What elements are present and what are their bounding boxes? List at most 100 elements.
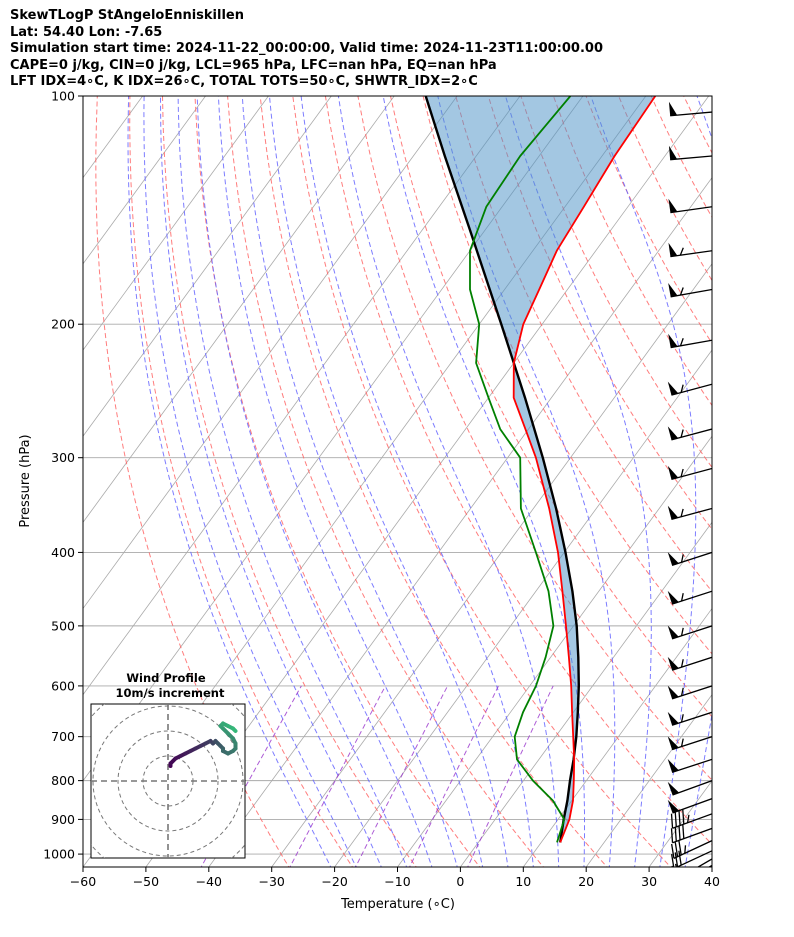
moist-adiabat xyxy=(143,96,357,867)
wind-barb xyxy=(667,551,712,567)
x-tick-label: −40 xyxy=(196,874,222,889)
moist-adiabat xyxy=(300,96,534,867)
dry-adiabat xyxy=(422,96,712,655)
x-tick-label: 40 xyxy=(704,874,720,889)
x-tick-label: −60 xyxy=(70,874,96,889)
wind-barb xyxy=(670,824,712,844)
x-axis-label: Temperature (∘C) xyxy=(340,897,455,912)
dry-adiabat xyxy=(487,96,712,531)
y-tick-label: 200 xyxy=(51,317,75,332)
y-tick-label: 700 xyxy=(51,729,75,744)
wind-barb xyxy=(668,242,712,258)
wind-barb xyxy=(667,590,712,605)
y-tick-label: 800 xyxy=(51,773,75,788)
dry-adiabat xyxy=(324,96,712,846)
y-axis-label: Pressure (hPa) xyxy=(18,434,33,527)
isotherm-line xyxy=(522,607,712,867)
hodograph-subtitle: 10m/s increment xyxy=(116,686,225,700)
wind-barb xyxy=(667,780,712,796)
wind-barb xyxy=(667,505,712,520)
dry-adiabat xyxy=(618,96,712,282)
indices-line-1: CAPE=0 j/kg, CIN=0 j/kg, LCL=965 hPa, LF… xyxy=(10,57,497,73)
background-lines xyxy=(83,96,794,870)
x-tick-label: −30 xyxy=(259,874,285,889)
dry-adiabat xyxy=(259,96,608,867)
dry-adiabat xyxy=(129,96,354,867)
dry-adiabat xyxy=(390,96,712,718)
isotherm-line xyxy=(208,177,712,867)
isotherm-line xyxy=(83,96,458,610)
isotherm-line xyxy=(460,521,712,867)
x-tick-label: −10 xyxy=(384,874,410,889)
dry-adiabat xyxy=(782,96,794,870)
wind-barb xyxy=(671,858,712,867)
cin-shading xyxy=(425,96,656,843)
dry-adiabat xyxy=(455,96,712,593)
dewpoint-line xyxy=(469,96,572,843)
location-line: Lat: 54.40 Lon: -7.65 xyxy=(10,24,163,40)
dry-adiabat xyxy=(357,96,712,781)
wind-barb xyxy=(667,465,712,480)
isotherm-line xyxy=(585,693,712,867)
wind-barb xyxy=(668,333,712,349)
mixing-ratio-line xyxy=(289,685,386,867)
y-tick-label: 900 xyxy=(51,812,75,827)
wind-barb xyxy=(668,101,712,117)
moist-adiabat xyxy=(127,96,332,867)
wind-barb xyxy=(668,283,712,298)
moist-adiabat xyxy=(337,96,560,867)
temperature-line xyxy=(512,96,657,843)
wind-barb xyxy=(667,685,712,700)
y-tick-label: 500 xyxy=(51,618,75,633)
y-tick-label: 100 xyxy=(51,89,75,104)
isotherm-line xyxy=(83,96,395,524)
chart-title: SkewTLogP StAngeloEnniskillen xyxy=(10,8,244,23)
wind-barb xyxy=(667,758,712,773)
buoyancy-shading xyxy=(425,96,656,843)
isotherm-line xyxy=(83,96,332,437)
dry-adiabat xyxy=(749,96,794,870)
moist-adiabat xyxy=(684,96,712,867)
wind-barb xyxy=(668,145,712,161)
moist-adiabat xyxy=(505,96,652,867)
isotherm-line xyxy=(397,435,712,867)
moist-adiabat xyxy=(241,96,484,867)
x-tick-label: 10 xyxy=(515,874,531,889)
isotherm-line xyxy=(83,96,521,696)
dry-adiabat xyxy=(585,96,712,345)
x-tick-label: 20 xyxy=(578,874,594,889)
moist-adiabat xyxy=(590,96,697,867)
y-tick-label: 300 xyxy=(51,450,75,465)
wind-barb xyxy=(667,381,712,396)
wind-barb xyxy=(668,198,712,214)
isotherm-line xyxy=(334,349,712,867)
wind-barb xyxy=(667,736,712,751)
moist-adiabat xyxy=(217,96,458,867)
wind-barb xyxy=(667,625,712,640)
axes: −60 −50 −40 −30 −20 −10 0 10 20 30 40 100 200 300 400 5… xyxy=(43,89,720,890)
moist-adiabat xyxy=(160,96,382,867)
chart-header: SkewTLogP StAngeloEnniskillen Lat: 54.40… xyxy=(10,8,790,91)
wind-barb xyxy=(670,809,712,829)
isotherm-line xyxy=(83,96,206,265)
wind-barb xyxy=(671,850,712,867)
dry-adiabat xyxy=(194,96,481,867)
dry-adiabat xyxy=(683,96,712,154)
y-tick-label: 600 xyxy=(51,678,75,693)
wind-barb xyxy=(671,840,712,859)
x-tick-label: −50 xyxy=(133,874,159,889)
wind-barb xyxy=(667,426,712,441)
dry-adiabat xyxy=(95,96,290,867)
wind-barb xyxy=(667,656,712,671)
moist-adiabat xyxy=(177,96,408,867)
isotherm-line xyxy=(271,263,712,867)
hodograph-title: Wind Profile xyxy=(126,671,206,685)
hodograph-segment xyxy=(231,726,238,733)
hodograph-inset xyxy=(90,703,246,859)
wind-barb xyxy=(667,711,712,726)
hodograph-ring xyxy=(117,730,219,832)
parcel-profile-line xyxy=(424,96,580,843)
isotherm-line xyxy=(711,866,712,867)
wind-barbs xyxy=(667,101,712,867)
